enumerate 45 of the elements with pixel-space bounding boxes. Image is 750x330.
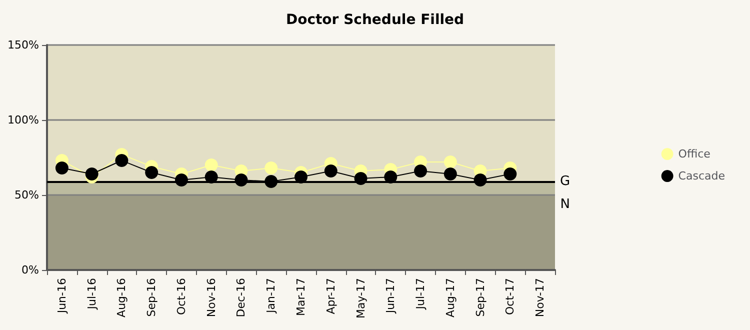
x-tick-label: Mar-17 (294, 278, 308, 316)
x-tick-label: Oct-16 (174, 278, 188, 315)
point (504, 168, 517, 180)
y-tick-label: 100% (8, 114, 39, 126)
point (204, 158, 218, 172)
x-tick-label: Jul-17 (414, 278, 428, 310)
point (145, 166, 158, 179)
legend-label: Cascade (678, 170, 726, 182)
y-tick-label: 0% (22, 264, 39, 276)
x-tick-label: Sep-17 (474, 278, 487, 317)
ref-line-label: G (560, 174, 570, 189)
point (474, 174, 487, 186)
point (55, 162, 68, 174)
x-tick-label: Jan-17 (264, 278, 278, 314)
point (444, 168, 457, 180)
legend-label: Office (678, 148, 711, 160)
point (414, 164, 428, 178)
x-tick-label: Nov-17 (534, 278, 547, 318)
x-tick-label: Sep-16 (145, 278, 158, 317)
x-tick-label: Dec-16 (234, 278, 248, 318)
band-label: N (560, 197, 570, 212)
point (384, 170, 398, 184)
point (354, 172, 368, 185)
point (204, 170, 218, 184)
x-tick-label: Jun-16 (55, 278, 68, 314)
x-tick-label: Aug-17 (444, 278, 457, 318)
point (264, 162, 278, 174)
point (444, 156, 457, 168)
x-tick-label: Aug-16 (115, 278, 128, 318)
y-tick-label: 150% (8, 38, 39, 52)
point (174, 174, 188, 186)
x-tick-label: Jun-17 (384, 278, 398, 314)
x-tick-label: Jul-16 (85, 278, 98, 310)
x-tick-label: Nov-16 (204, 278, 218, 318)
x-tick-label: Apr-17 (324, 278, 338, 314)
point (264, 175, 278, 188)
y-tick-label: 50% (14, 188, 39, 202)
point (234, 174, 248, 186)
point (324, 164, 338, 178)
point (85, 168, 98, 180)
x-tick-label: Oct-17 (504, 278, 517, 315)
point (294, 170, 308, 184)
point (115, 154, 128, 167)
x-tick-label: May-17 (354, 278, 368, 319)
chart-title: Doctor Schedule Filled (286, 12, 464, 28)
